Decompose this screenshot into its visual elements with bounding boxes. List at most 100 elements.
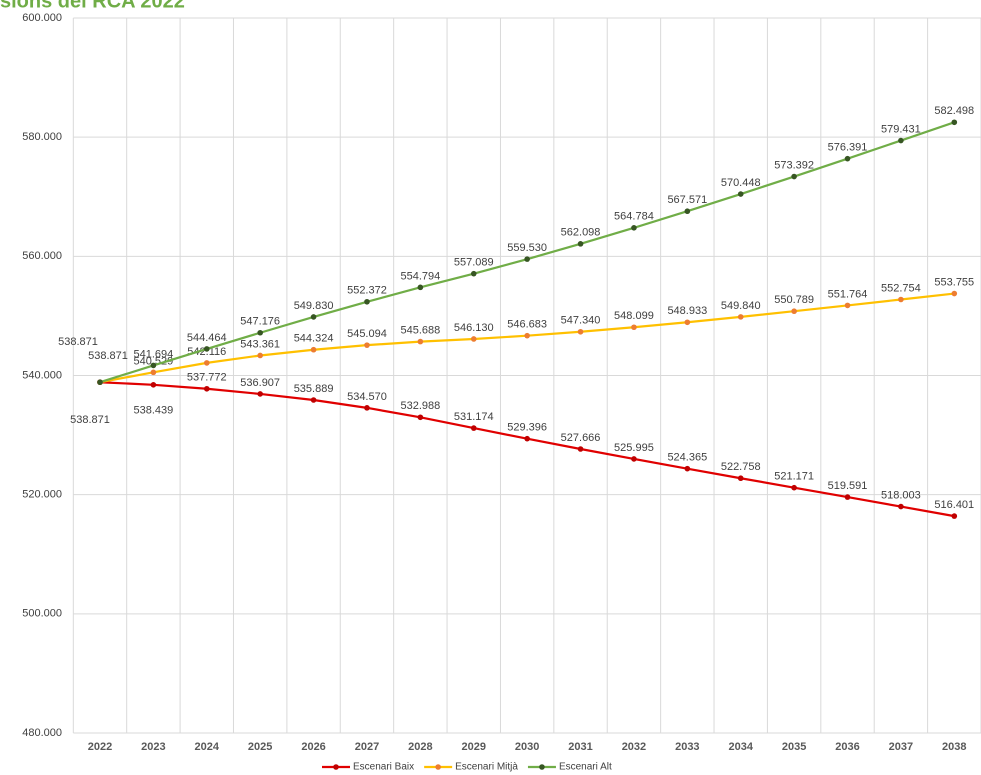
point [684,465,691,472]
data-label: 552.372 [347,285,387,297]
x-tick-label: 2035 [782,741,806,753]
data-label: 551.764 [828,288,868,300]
data-label: 547.176 [240,316,280,328]
data-label: 548.933 [667,305,707,317]
point [150,382,157,388]
data-label: 570.448 [721,177,761,189]
x-tick-label: 2031 [568,741,592,753]
point [791,173,797,180]
point [150,369,157,376]
data-label: 532.988 [400,400,440,412]
point [257,352,263,359]
x-tick-label: 2029 [462,741,486,753]
point [631,225,637,231]
point [844,155,851,162]
point [951,290,958,297]
point [684,319,691,326]
data-label: 557.089 [454,257,494,269]
point [470,270,477,277]
data-label: 542.116 [187,346,226,358]
point [203,360,210,366]
chart-title: sions del RCA 2022 [0,0,185,12]
y-tick-label: 580.000 [22,131,62,143]
x-tick-label: 2038 [942,741,966,753]
data-label: 538.439 [134,405,174,417]
point [470,336,477,342]
data-label: 546.683 [507,319,547,331]
legend-label: Escenari Mitjà [455,762,518,773]
point [470,425,477,431]
data-label: 549.830 [294,300,334,312]
y-tick-label: 500.000 [22,608,62,620]
point [844,302,851,309]
legend-marker [435,764,441,770]
point [951,513,958,519]
data-label: 540.529 [134,355,174,367]
data-label: 559.530 [507,242,547,254]
data-label: 537.772 [187,372,227,384]
point [737,475,744,482]
x-tick-label: 2036 [835,741,859,753]
data-label: 544.324 [294,333,334,345]
x-tick-label: 2026 [301,741,325,753]
data-label: 538.871 [58,336,98,348]
point [364,298,370,305]
x-tick-label: 2034 [728,741,753,753]
point [524,435,530,442]
point [737,191,744,197]
x-tick-label: 2032 [622,741,646,753]
x-tick-label: 2028 [408,741,432,753]
x-tick-label: 2025 [248,741,272,753]
data-label: 553.755 [934,276,974,288]
data-label: 516.401 [934,499,974,511]
point [577,328,584,335]
point [364,342,370,348]
point [844,494,851,500]
data-label: 573.392 [774,159,814,171]
data-label: 545.688 [400,325,440,337]
point [577,241,584,247]
point [150,362,157,369]
y-tick-label: 540.000 [22,369,62,381]
data-label: 521.171 [774,471,814,483]
data-label: 535.889 [294,383,334,395]
point [898,503,904,510]
y-tick-label: 600.000 [22,12,62,24]
legend-marker [539,764,545,770]
data-label: 576.391 [828,142,868,154]
data-label: 527.666 [561,432,601,444]
x-tick-label: 2033 [675,741,699,753]
point [737,314,744,320]
point [577,446,584,452]
x-tick-label: 2037 [889,741,913,753]
data-label: 549.840 [721,300,761,312]
data-label: 564.784 [614,211,654,223]
data-label: 534.570 [347,391,387,403]
data-label: 547.340 [561,315,601,327]
data-label: 579.431 [881,123,921,135]
data-label: 543.361 [240,338,280,350]
point [631,324,637,331]
point [524,332,530,339]
point [417,284,424,291]
point [364,405,370,411]
data-label: 518.003 [881,489,921,501]
data-label: 536.907 [240,377,280,389]
data-label: 531.174 [454,411,494,423]
data-label: 538.871 [70,414,110,426]
y-tick-label: 480.000 [22,727,62,739]
data-label: 548.099 [614,310,654,322]
point [310,397,317,403]
x-tick-label: 2024 [195,741,220,753]
data-label: 546.130 [454,322,494,334]
data-label: 519.591 [828,480,868,492]
data-label: 522.758 [721,461,761,473]
point [791,484,797,491]
point [257,329,263,336]
point [631,456,637,462]
data-label: 541.694 [134,348,174,360]
data-label: 538.871 [88,350,128,362]
point [203,346,210,352]
data-label: 562.098 [561,227,601,239]
